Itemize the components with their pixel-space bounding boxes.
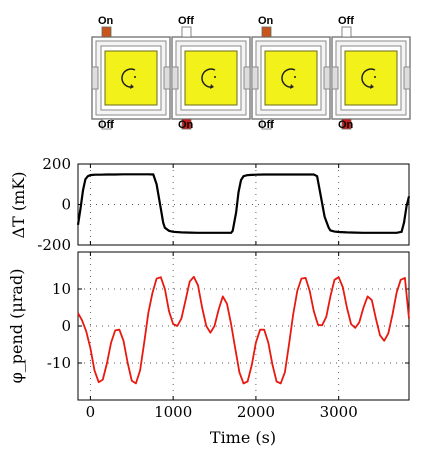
rotation-arrowhead-icon bbox=[130, 84, 134, 89]
heater-bottom-indicator bbox=[101, 118, 112, 130]
x-tick-label: 3000 bbox=[320, 403, 358, 421]
rotation-arrowhead-icon bbox=[290, 84, 294, 89]
x-tick-label: 1000 bbox=[154, 403, 192, 421]
heater-left-tab bbox=[331, 66, 339, 90]
y-tick-label: 0 bbox=[61, 317, 71, 335]
heater-unit-3: On Off bbox=[251, 15, 331, 131]
x-tick-label: 0 bbox=[86, 403, 96, 421]
y-tick-label: 0 bbox=[61, 196, 71, 214]
heater-yellow-plate bbox=[184, 50, 238, 106]
heater-bottom-label: On bbox=[338, 119, 354, 131]
heater-right-tab bbox=[403, 66, 411, 90]
rotation-arrow-icon bbox=[121, 68, 136, 88]
heater-bottom-label: Off bbox=[98, 119, 114, 131]
heater-top-label: Off bbox=[338, 15, 354, 27]
time-xlabel: Time (s) bbox=[210, 428, 276, 447]
heater-diagram: On Off Off On On Off Off On bbox=[91, 15, 411, 131]
heater-yellow-plate bbox=[264, 50, 318, 106]
pivot-dot-icon bbox=[374, 76, 376, 78]
heater-top-indicator bbox=[261, 26, 272, 38]
heater-left-tab bbox=[251, 66, 259, 90]
heater-bottom-indicator bbox=[341, 118, 352, 130]
phi-pend-ticks: 0 1000 2000 3000 10 0 -10 bbox=[47, 252, 409, 421]
y-tick-label: 10 bbox=[52, 280, 71, 298]
delta-t-panel: 200 0 -200 ΔT (mK) bbox=[9, 155, 411, 254]
rotation-arrowhead-icon bbox=[370, 84, 374, 89]
heater-bottom-label: Off bbox=[258, 119, 274, 131]
heater-top-label: On bbox=[258, 15, 274, 27]
y-tick-label: -200 bbox=[37, 236, 71, 254]
rotation-arrow-icon bbox=[361, 68, 376, 88]
heater-top-indicator bbox=[101, 26, 112, 38]
rotation-arrow-icon bbox=[281, 68, 296, 88]
heater-right-tab bbox=[163, 66, 171, 90]
phi-pend-panel: 0 1000 2000 3000 10 0 -10 φ_pend (μrad) Time (… bbox=[7, 251, 410, 447]
heater-right-tab bbox=[243, 66, 251, 90]
rotation-arrowhead-icon bbox=[210, 84, 214, 89]
heater-unit-4: Off On bbox=[331, 15, 411, 131]
rotation-arrow-icon bbox=[201, 68, 216, 88]
x-tick-label: 2000 bbox=[237, 403, 275, 421]
heater-bottom-indicator bbox=[181, 118, 192, 130]
heater-yellow-plate bbox=[104, 50, 158, 106]
phi-pend-ylabel: φ_pend (μrad) bbox=[7, 269, 26, 384]
heater-left-tab bbox=[91, 66, 99, 90]
phi-pend-series-line bbox=[77, 275, 410, 385]
delta-t-ticks: 200 0 -200 bbox=[37, 155, 409, 254]
heater-top-indicator bbox=[341, 26, 352, 38]
phi-pend-grid bbox=[78, 252, 409, 400]
delta-t-ylabel: ΔT (mK) bbox=[9, 172, 28, 239]
delta-t-series-line bbox=[76, 173, 411, 234]
heater-top-label: On bbox=[98, 15, 114, 27]
heater-unit-1: On Off bbox=[91, 15, 171, 131]
phi-pend-axes-frame bbox=[77, 251, 410, 401]
pivot-dot-icon bbox=[134, 76, 136, 78]
heater-top-label: Off bbox=[178, 15, 194, 27]
heater-left-tab bbox=[171, 66, 179, 90]
heater-bottom-label: On bbox=[178, 119, 194, 131]
y-tick-label: -10 bbox=[47, 354, 71, 372]
pivot-dot-icon bbox=[294, 76, 296, 78]
heater-yellow-plate bbox=[344, 50, 398, 106]
heater-bottom-indicator bbox=[261, 118, 272, 130]
heater-top-indicator bbox=[181, 26, 192, 38]
y-tick-label: 200 bbox=[42, 155, 71, 173]
heater-right-tab bbox=[323, 66, 331, 90]
pivot-dot-icon bbox=[214, 76, 216, 78]
heater-unit-2: Off On bbox=[171, 15, 251, 131]
